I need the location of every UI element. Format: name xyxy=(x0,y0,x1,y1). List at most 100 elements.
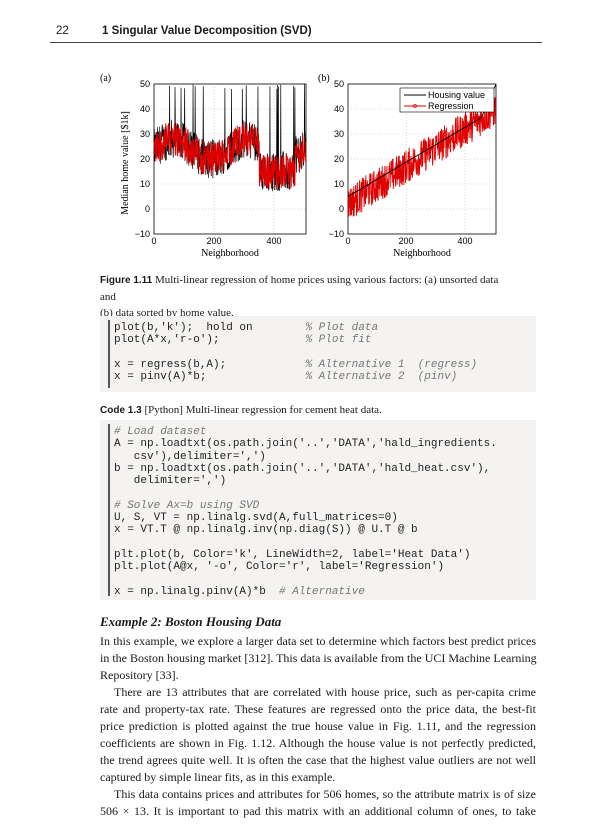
page-number: 22 xyxy=(56,25,69,37)
caption-label: Figure 1.11 xyxy=(100,275,153,286)
ytick-a: 10 xyxy=(140,179,150,189)
y-axis-label: Median home value [$1k] xyxy=(120,111,131,215)
code-comment: # Solve Ax=b using SVD xyxy=(114,499,260,512)
code-text: plot(b,'k'); hold on xyxy=(114,322,253,334)
panel-b-x-ticks: 0 200 400 xyxy=(345,236,472,246)
legend: Housing value Regression xyxy=(399,87,495,113)
paragraph-3: This data contains prices and attributes… xyxy=(100,786,536,820)
ytick-b: 20 xyxy=(334,154,344,164)
code-block-python: # Load dataset A = np.loadtxt(os.path.joi… xyxy=(100,420,536,600)
ytick-a: −10 xyxy=(135,229,150,239)
example-title: Example 2: Boston Housing Data xyxy=(100,614,282,629)
code-text: plt.plot(b, Color='k', LineWidth=2, labe… xyxy=(114,549,471,561)
code-line: A = np.loadtxt(os.path.join('..','DATA',… xyxy=(114,438,497,450)
code-line: x = pinv(A)*b; % Alternative 2 (pinv) xyxy=(114,371,457,383)
code-line: x = np.linalg.pinv(A)*b # Alternative xyxy=(114,586,365,598)
chapter-title: 1 Singular Value Decomposition (SVD) xyxy=(102,25,312,37)
code-text: b = np.loadtxt(os.path.join('..','DATA',… xyxy=(114,462,491,475)
x-axis-label-b: Neighborhood xyxy=(393,248,451,259)
code-line: x = VT.T @ np.linalg.inv(np.diag(S)) @ U… xyxy=(114,524,418,536)
ytick-b: −10 xyxy=(329,229,344,239)
code-line: x = regress(b,A); % Alternative 1 (regre… xyxy=(114,359,477,371)
x-axis-label-a: Neighborhood xyxy=(201,248,259,259)
legend-regression: Regression xyxy=(428,101,474,111)
code-line: csv'),delimiter=',') xyxy=(114,451,266,463)
code-text: plot(A*x,'r-o'); xyxy=(114,334,220,347)
panel-b-axes: 50 40 30 20 10 0 −10 0 200 400 Neighborh… xyxy=(329,79,497,259)
code-text: plt.plot(A@x, '-o', Color='r', label='Re… xyxy=(114,561,445,574)
xtick-b: 0 xyxy=(345,236,350,246)
text-line: captured by simple linear fits, as in th… xyxy=(100,770,336,784)
code-text: x = regress(b,A); xyxy=(114,358,227,371)
code-line: # Solve Ax=b using SVD xyxy=(114,500,259,512)
code-comment: # Load dataset xyxy=(114,426,207,438)
text-line: the trend agrees quite well. It is often… xyxy=(100,753,536,767)
panel-b-label: (b) xyxy=(318,73,330,84)
text-line: In this example, we explore a larger dat… xyxy=(100,634,536,648)
panel-b-y-ticks: 50 40 30 20 10 0 −10 xyxy=(329,79,344,239)
xtick-a: 400 xyxy=(266,236,281,246)
panel-a-x-ticks: 0 200 400 xyxy=(151,236,281,246)
panel-a-y-ticks: 50 40 30 20 10 0 −10 xyxy=(135,79,150,239)
code-comment: % Alternative 2 (pinv) xyxy=(305,371,458,384)
series-b-housing xyxy=(347,84,497,197)
ytick-a: 20 xyxy=(140,154,150,164)
code-line: b = np.loadtxt(os.path.join('..','DATA',… xyxy=(114,463,490,475)
text-line: This data contains prices and attributes… xyxy=(114,787,536,801)
ytick-b: 30 xyxy=(334,129,344,139)
code-text: A = np.loadtxt(os.path.join('..','DATA',… xyxy=(114,438,497,451)
series-b-regression xyxy=(347,94,497,218)
code-comment: % Alternative 1 (regress) xyxy=(305,358,478,371)
panel-a-label: (a) xyxy=(100,73,111,84)
code-line: plt.plot(b, Color='k', LineWidth=2, labe… xyxy=(114,549,470,561)
panel-a-axes: 50 40 30 20 10 0 −10 0 200 400 Neighborh… xyxy=(135,79,307,259)
code-caption-text: [Python] Multi-linear regression for cem… xyxy=(144,404,382,416)
ytick-a: 30 xyxy=(140,129,150,139)
text-line: coefficients are shown in Fig. 1.12. Alt… xyxy=(100,736,536,750)
ytick-a: 0 xyxy=(145,204,150,214)
xtick-b: 400 xyxy=(457,236,472,246)
series-a-regression xyxy=(153,123,307,189)
xtick-a: 200 xyxy=(206,236,221,246)
code-caption: Code 1.3 [Python] Multi-linear regressio… xyxy=(100,404,382,416)
caption-line-1: Multi-linear regression of home prices u… xyxy=(100,274,499,303)
code-line: plt.plot(A@x, '-o', Color='r', label='Re… xyxy=(114,561,444,573)
paragraph-2: There are 13 attributes that are correla… xyxy=(100,684,536,786)
code-text: x = VT.T @ np.linalg.inv(np.diag(S)) @ U… xyxy=(114,524,418,537)
code-line: plot(A*x,'r-o'); % Plot fit xyxy=(114,334,371,346)
ytick-a: 50 xyxy=(140,79,150,89)
xtick-b: 200 xyxy=(398,236,413,246)
code-comment: % Plot fit xyxy=(305,334,372,347)
figure-caption: Figure 1.11 Multi-linear regression of h… xyxy=(100,272,512,321)
text-line: rate and property-tax rate. These featur… xyxy=(100,702,536,716)
text-line: There are 13 attributes that are correla… xyxy=(114,685,536,699)
ytick-b: 10 xyxy=(334,179,344,189)
code-line: U, S, VT = np.linalg.svd(A,full_matrices… xyxy=(114,512,398,524)
code-caption-label: Code 1.3 xyxy=(100,405,142,416)
code-block-matlab: plot(b,'k'); hold on % Plot data plot(A*x… xyxy=(100,316,536,392)
xtick-a: 0 xyxy=(151,236,156,246)
code-comment: % Plot data xyxy=(305,322,379,334)
ytick-b: 50 xyxy=(334,79,344,89)
text-line: 506 × 13. It is important to pad this ma… xyxy=(100,804,536,818)
code-text: csv'),delimiter=',') xyxy=(114,450,266,463)
figure-svg: (a) (b) Median home value [$1k] 50 40 30… xyxy=(100,73,497,259)
code-text: x = np.linalg.pinv(A)*b xyxy=(114,585,266,598)
running-header: 22 1 Singular Value Decomposition (SVD) xyxy=(50,22,542,43)
ytick-a: 40 xyxy=(140,104,150,114)
figure-1-11: (a) (b) Median home value [$1k] 50 40 30… xyxy=(100,70,510,270)
text-line: price prediction is plotted against the … xyxy=(100,719,536,733)
code-text: x = pinv(A)*b; xyxy=(114,371,207,384)
code-comment: # Alternative xyxy=(265,585,365,598)
text-line: Repository [33]. xyxy=(100,668,179,682)
code-text: delimiter=',') xyxy=(114,475,227,488)
code-line: plot(b,'k'); hold on % Plot data xyxy=(114,322,378,334)
ytick-b: 40 xyxy=(334,104,344,114)
paragraph-1: In this example, we explore a larger dat… xyxy=(100,633,537,684)
legend-housing: Housing value xyxy=(428,90,485,100)
code-text: U, S, VT = np.linalg.svd(A,full_matrices… xyxy=(114,512,398,525)
ytick-b: 0 xyxy=(339,204,344,214)
code-line: delimiter=',') xyxy=(114,475,226,487)
code-line: # Load dataset xyxy=(114,426,206,438)
text-line: in the Boston housing market [312]. This… xyxy=(100,651,537,665)
